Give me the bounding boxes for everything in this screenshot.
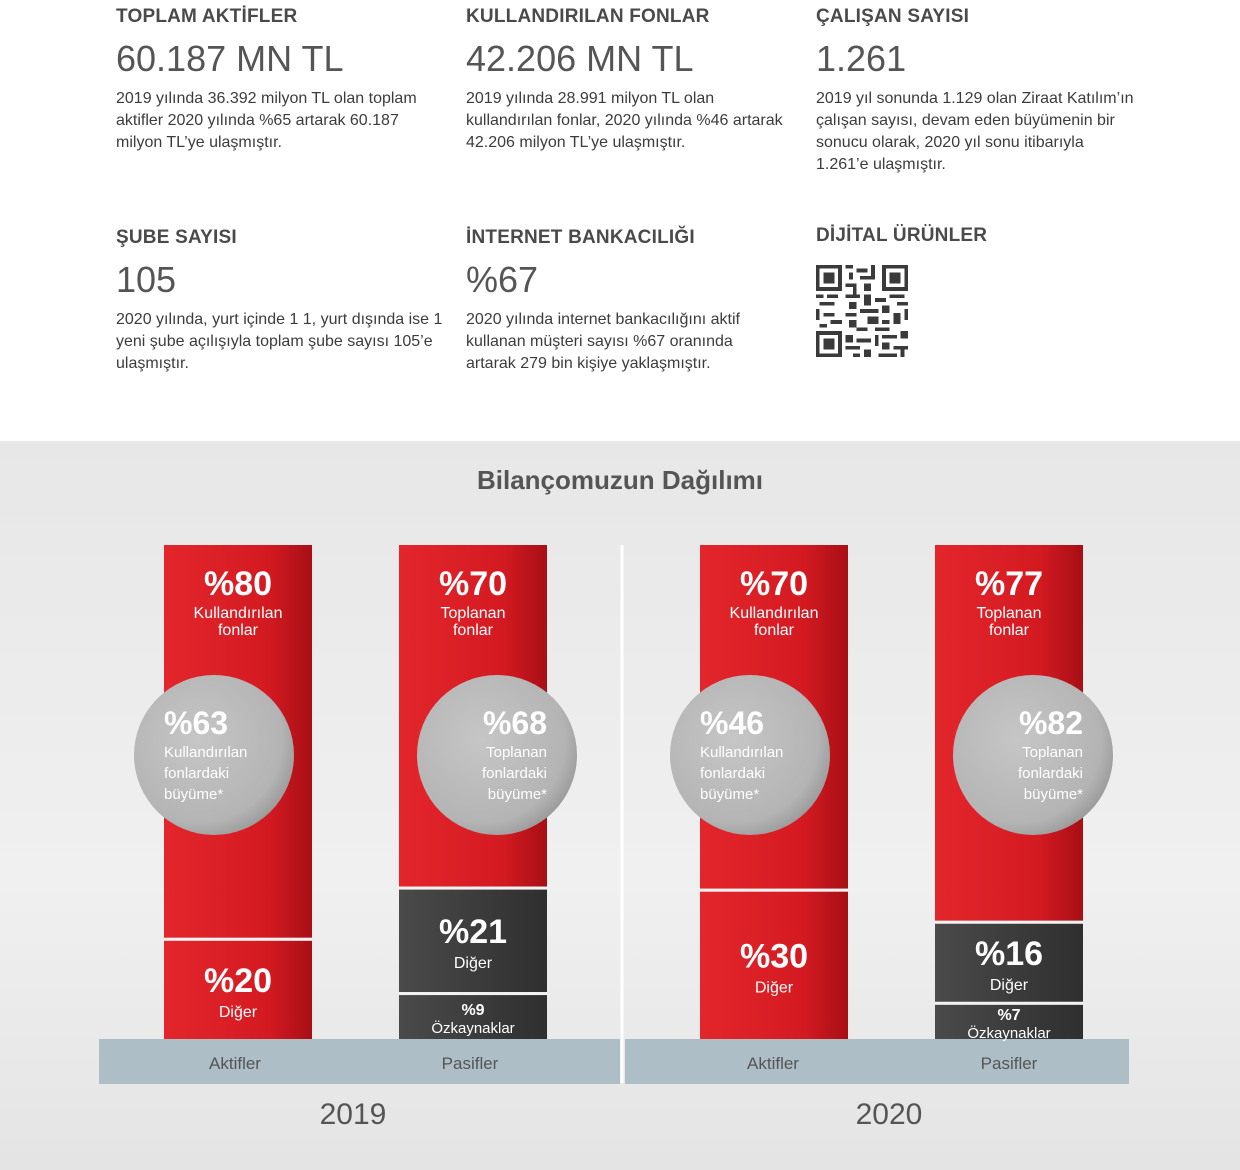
growth-label: fonlardaki [164, 765, 229, 782]
stat-total-assets: TOPLAM AKTİFLER 60.187 MN TL 2019 yılınd… [116, 6, 446, 154]
category-label: Aktifler [747, 1054, 799, 1073]
growth-circle [953, 675, 1113, 835]
stat-branches: ŞUBE SAYISI 105 2020 yılında, yurt içind… [116, 227, 446, 375]
segment-pct: %70 [740, 565, 808, 603]
category-band [625, 1039, 1129, 1084]
segment-label: Özkaynaklar [967, 1024, 1050, 1042]
growth-pct: %63 [164, 705, 228, 741]
stat-description: 2019 yıl sonunda 1.129 olan Ziraat Katıl… [816, 90, 1134, 173]
bar-segment [700, 891, 848, 1039]
stat-heading: TOPLAM AKTİFLER [116, 6, 298, 27]
stat-internet-banking: İNTERNET BANKACILIĞI %67 2020 yılında in… [466, 227, 766, 375]
growth-pct: %46 [700, 705, 764, 741]
year-label: 2019 [320, 1098, 387, 1131]
growth-label: büyüme* [1024, 786, 1083, 803]
qr-code-icon[interactable] [816, 265, 908, 357]
segment-divider [700, 888, 848, 892]
growth-label: fonlardaki [482, 765, 547, 782]
segment-pct: %16 [975, 935, 1043, 973]
stat-description: 2019 yılında 28.991 milyon TL olan kulla… [466, 90, 783, 151]
growth-label: Toplanan [486, 744, 547, 761]
growth-label: büyüme* [164, 786, 223, 803]
segment-pct: %9 [461, 1002, 484, 1019]
segment-label: Toplanan [977, 605, 1042, 622]
segment-label: Diğer [219, 1004, 258, 1021]
stat-heading: ŞUBE SAYISI [116, 227, 237, 248]
growth-label: büyüme* [488, 786, 547, 803]
growth-label: Kullandırılan [700, 744, 783, 761]
chart-title: Bilançomuzun Dağılımı [476, 465, 764, 495]
segment-label: fonlar [754, 622, 795, 639]
segment-pct: %21 [439, 913, 507, 951]
segment-label: fonlar [453, 622, 494, 639]
year-label: 2020 [856, 1098, 923, 1131]
growth-circle [670, 675, 830, 835]
stat-value: 42.206 MN TL [466, 38, 694, 79]
stat-digital-products: DİJİTAL ÜRÜNLER [816, 225, 1146, 247]
growth-label: fonlardaki [1018, 765, 1083, 782]
growth-label: fonlardaki [700, 765, 765, 782]
category-label: Pasifler [442, 1054, 499, 1073]
segment-label: fonlar [989, 622, 1030, 639]
segment-divider [935, 1001, 1083, 1005]
segment-label: Toplanan [441, 605, 506, 622]
segment-label: Kullandırılan [730, 605, 819, 622]
segment-label: Diğer [454, 955, 493, 972]
bar-segment [935, 1004, 1083, 1039]
segment-pct: %7 [997, 1007, 1020, 1024]
growth-pct: %82 [1019, 705, 1083, 741]
segment-pct: %20 [204, 962, 272, 1000]
stat-value: %67 [466, 259, 539, 300]
segment-label: Kullandırılan [194, 605, 283, 622]
stat-value: 60.187 MN TL [116, 38, 344, 79]
stat-heading: KULLANDIRILAN FONLAR [466, 6, 710, 27]
stat-value: 1.261 [816, 38, 907, 79]
segment-pct: %70 [439, 565, 507, 603]
category-band [99, 1039, 620, 1084]
stat-heading: DİJİTAL ÜRÜNLER [816, 225, 988, 246]
growth-label: Kullandırılan [164, 744, 247, 761]
stat-value: 105 [116, 259, 177, 300]
stat-heading: İNTERNET BANKACILIĞI [466, 227, 695, 248]
segment-divider [164, 937, 312, 941]
stat-description: 2020 yılında internet bankacılığını akti… [466, 311, 740, 372]
segment-divider [935, 920, 1083, 924]
growth-label: büyüme* [700, 786, 759, 803]
segment-pct: %30 [740, 937, 808, 975]
stat-description: 2020 yılında, yurt içinde 1 1, yurt dışı… [116, 311, 443, 372]
segment-label: fonlar [218, 622, 259, 639]
segment-label: Diğer [990, 977, 1029, 994]
segment-pct: %77 [975, 565, 1043, 603]
segment-pct: %80 [204, 565, 272, 603]
stat-funds-used: KULLANDIRILAN FONLAR 42.206 MN TL 2019 y… [466, 6, 796, 154]
stat-description: 2019 yılında 36.392 milyon TL olan topla… [116, 90, 417, 151]
bar-segment [399, 889, 547, 993]
stat-heading: ÇALIŞAN SAYISI [816, 6, 970, 27]
bar-segment [164, 940, 312, 1039]
stat-employees: ÇALIŞAN SAYISI 1.261 2019 yıl sonunda 1.… [816, 6, 1136, 176]
category-label: Aktifler [209, 1054, 261, 1073]
growth-circle [417, 675, 577, 835]
segment-label: Özkaynaklar [431, 1019, 514, 1037]
growth-pct: %68 [483, 705, 547, 741]
bar-segment [399, 995, 547, 1039]
segment-label: Diğer [755, 979, 794, 996]
growth-circle [134, 675, 294, 835]
bar-segment [935, 923, 1083, 1002]
segment-divider [399, 992, 547, 996]
segment-divider [399, 886, 547, 890]
category-label: Pasifler [981, 1054, 1038, 1073]
growth-label: Toplanan [1022, 744, 1083, 761]
